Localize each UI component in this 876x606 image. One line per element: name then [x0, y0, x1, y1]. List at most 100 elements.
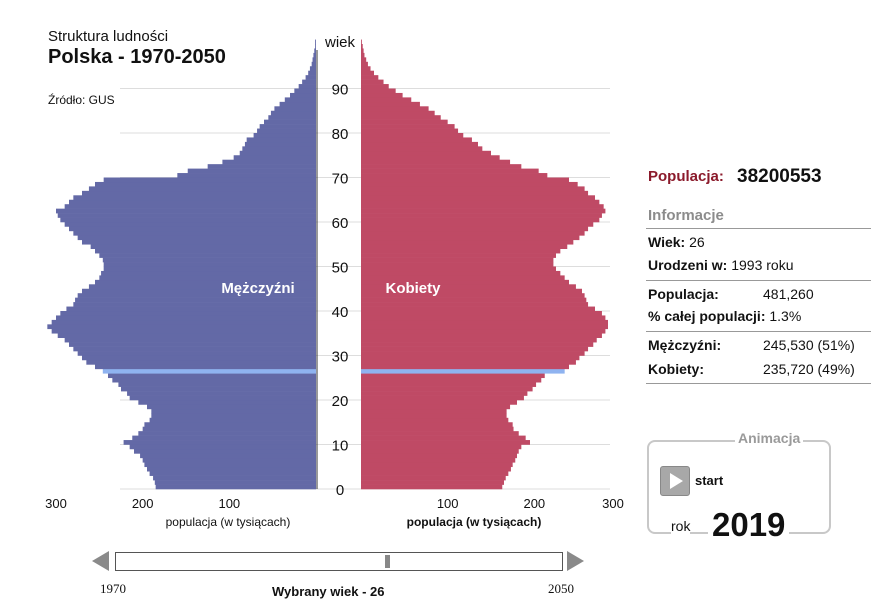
- age-tick-label: 0: [336, 482, 344, 499]
- men-bar: [69, 342, 316, 347]
- women-bar: [361, 466, 511, 472]
- women-bar: [361, 168, 539, 174]
- men-bar: [155, 484, 316, 490]
- men-bar: [315, 39, 316, 45]
- women-bar: [361, 315, 606, 321]
- chart-subtitle: Struktura ludności: [48, 28, 169, 45]
- men-bar: [187, 168, 316, 174]
- men-bar: [95, 279, 316, 285]
- women-bar: [361, 364, 569, 370]
- divider: [646, 280, 871, 281]
- men-bar: [144, 462, 316, 468]
- women-bar: [361, 186, 585, 192]
- women-bar: [361, 440, 530, 445]
- info-section-title: Informacje: [648, 207, 724, 224]
- women-bar: [361, 306, 595, 312]
- x-tick-label: 100: [437, 496, 459, 511]
- men-bar: [77, 293, 317, 298]
- women-bar: [361, 319, 608, 325]
- age-tick-label: 40: [332, 304, 349, 321]
- men-bar: [101, 270, 316, 276]
- men-bar: [222, 159, 316, 165]
- men-bar: [147, 466, 316, 472]
- women-bar: [361, 48, 364, 54]
- men-bar: [82, 355, 316, 361]
- info-pop-row: Populacja: 481,260: [648, 286, 814, 302]
- slider-right-arrow-icon[interactable]: [567, 551, 584, 571]
- men-bar: [88, 186, 316, 192]
- men-bar: [112, 377, 316, 383]
- women-bar: [361, 462, 513, 468]
- year-label: rok: [671, 518, 691, 534]
- women-bar: [361, 435, 526, 441]
- men-bar: [86, 359, 316, 365]
- women-bar: [361, 373, 545, 379]
- women-bar: [361, 453, 517, 459]
- men-bar: [268, 115, 316, 120]
- women-bar: [361, 293, 585, 298]
- men-bar: [118, 382, 317, 387]
- women-bar: [361, 217, 600, 223]
- women-bar: [361, 342, 594, 347]
- women-bar: [361, 119, 448, 125]
- men-bar: [142, 457, 316, 463]
- men-bar: [95, 181, 316, 187]
- men-bar: [312, 57, 316, 63]
- men-bar: [90, 244, 317, 249]
- info-pop-value: 481,260: [763, 286, 814, 302]
- men-bar: [95, 248, 316, 254]
- men-bar: [56, 315, 316, 321]
- women-bar: [361, 92, 403, 98]
- play-button[interactable]: [660, 466, 690, 496]
- women-bar: [361, 208, 606, 214]
- women-bar: [361, 230, 585, 236]
- women-bar: [361, 190, 589, 196]
- men-bar: [298, 84, 316, 89]
- women-bar: [361, 395, 524, 401]
- men-bar: [290, 92, 316, 98]
- year-slider-track[interactable]: [115, 552, 563, 571]
- slider-left-arrow-icon[interactable]: [92, 551, 109, 571]
- women-bar: [361, 84, 389, 89]
- men-bar: [138, 400, 316, 405]
- women-series-label: Kobiety: [385, 280, 441, 297]
- women-bar: [361, 88, 396, 94]
- women-bar: [361, 57, 367, 63]
- women-bar: [361, 195, 595, 201]
- women-bar: [361, 101, 420, 107]
- men-bar: [132, 435, 316, 441]
- age-tick-label: 30: [332, 349, 349, 366]
- year-slider-thumb[interactable]: [385, 555, 391, 568]
- men-bar: [134, 448, 316, 454]
- men-bar: [142, 426, 316, 432]
- women-bar: [361, 288, 582, 294]
- women-bar: [361, 351, 585, 356]
- women-bar: [361, 337, 597, 343]
- women-bar: [361, 181, 578, 187]
- divider: [646, 383, 871, 384]
- men-bar: [207, 164, 316, 169]
- women-bar: [361, 150, 491, 156]
- age-axis-label: wiek: [324, 34, 356, 51]
- women-bar: [361, 155, 500, 160]
- age-tick-label: 20: [332, 393, 349, 410]
- info-age-row: Wiek: 26: [648, 234, 705, 250]
- slider-max-label: 2050: [548, 581, 574, 596]
- start-label[interactable]: start: [695, 473, 724, 488]
- men-bar: [47, 324, 316, 330]
- women-bar: [361, 408, 507, 414]
- women-bar: [361, 124, 455, 129]
- age-tick-label: 70: [332, 171, 349, 188]
- women-bar: [361, 199, 600, 205]
- x-axis-label-women: populacja (w tysiącach): [407, 515, 542, 529]
- men-bar: [73, 230, 316, 236]
- men-bar: [99, 275, 316, 281]
- men-bar: [177, 173, 316, 178]
- women-bar: [361, 115, 441, 120]
- play-icon: [670, 473, 683, 489]
- info-women-row: Kobiety: 235,720 (49%): [648, 361, 855, 377]
- men-bar: [82, 288, 316, 294]
- men-bar: [103, 262, 317, 267]
- men-bar: [138, 431, 316, 436]
- women-bar: [361, 270, 561, 276]
